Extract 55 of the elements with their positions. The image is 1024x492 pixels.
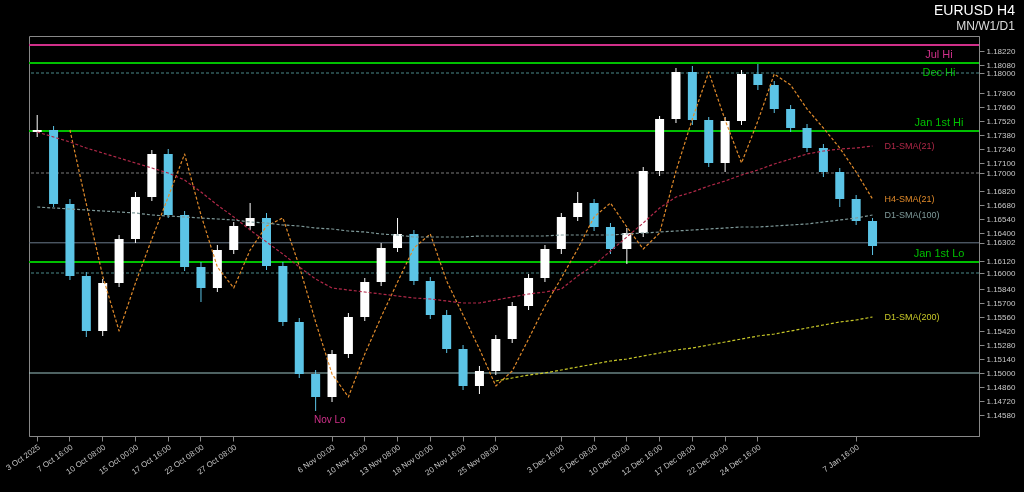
series-label: D1-SMA(200): [884, 312, 940, 322]
ref-line-label: Jan 1st Hi: [914, 116, 964, 128]
candlestick: [753, 63, 763, 91]
y-tick-label: 1.17660: [986, 102, 1016, 112]
y-tick-label: 1.17000: [986, 168, 1016, 178]
y-tick-label: 1.17240: [986, 144, 1016, 154]
ref-line-label: Dec Hi: [922, 66, 956, 78]
ref-line-label: Jan 1st Lo: [913, 247, 965, 259]
candlestick: [605, 222, 615, 255]
y-tick-label: 1.16302: [986, 238, 1016, 248]
y-tick-label: 1.14860: [986, 382, 1016, 392]
candlestick: [818, 143, 828, 178]
candlestick: [32, 114, 42, 138]
candlestick: [474, 365, 484, 395]
y-tick-label: 1.16820: [986, 186, 1016, 196]
candlestick: [393, 217, 403, 253]
candlestick: [589, 198, 599, 232]
candlestick: [229, 221, 239, 255]
text: EURUSD H4: [934, 2, 1016, 18]
y-tick-label: 1.16680: [986, 200, 1016, 210]
y-tick-label: 1.17800: [986, 88, 1016, 98]
y-tick-label: 1.18220: [986, 46, 1016, 56]
line-series: [69, 71, 874, 398]
y-tick-label: 1.18000: [986, 68, 1016, 78]
annotation: Nov Lo: [314, 414, 347, 425]
candlestick: [573, 191, 583, 222]
series-label: H4-SMA(21): [884, 194, 935, 204]
y-tick-label: 1.15140: [986, 354, 1016, 364]
candlestick: [196, 261, 206, 303]
y-tick-label: 1.17380: [986, 130, 1016, 140]
y-tick-label: 1.15700: [986, 298, 1016, 308]
y-tick-label: 1.18080: [986, 60, 1016, 70]
y-tick-label: 1.17100: [986, 158, 1016, 168]
y-tick-label: 1.14580: [986, 410, 1016, 420]
y-tick-label: 1.17520: [986, 116, 1016, 126]
series-label: D1-SMA(100): [884, 210, 940, 220]
series-label: D1-SMA(21): [884, 141, 935, 151]
y-tick-label: 1.15000: [986, 368, 1016, 378]
y-tick-label: 1.15280: [986, 340, 1016, 350]
y-tick-label: 1.15560: [986, 312, 1016, 322]
candlestick: [786, 104, 796, 133]
candlestick: [851, 194, 861, 226]
y-tick-label: 1.15420: [986, 326, 1016, 336]
candlestick: [802, 123, 812, 153]
text: MN/W1/D1: [956, 19, 1016, 33]
y-tick-label: 1.16120: [986, 256, 1016, 266]
y-tick-label: 1.15840: [986, 284, 1016, 294]
ref-line-label: Jul Hi: [925, 48, 953, 60]
y-tick-label: 1.16540: [986, 214, 1016, 224]
y-tick-label: 1.16400: [986, 228, 1016, 238]
y-tick-label: 1.14720: [986, 396, 1016, 406]
candlestick: [769, 80, 779, 114]
line-series: [495, 316, 874, 382]
candlestick: [311, 369, 321, 412]
y-tick-label: 1.16000: [986, 268, 1016, 278]
